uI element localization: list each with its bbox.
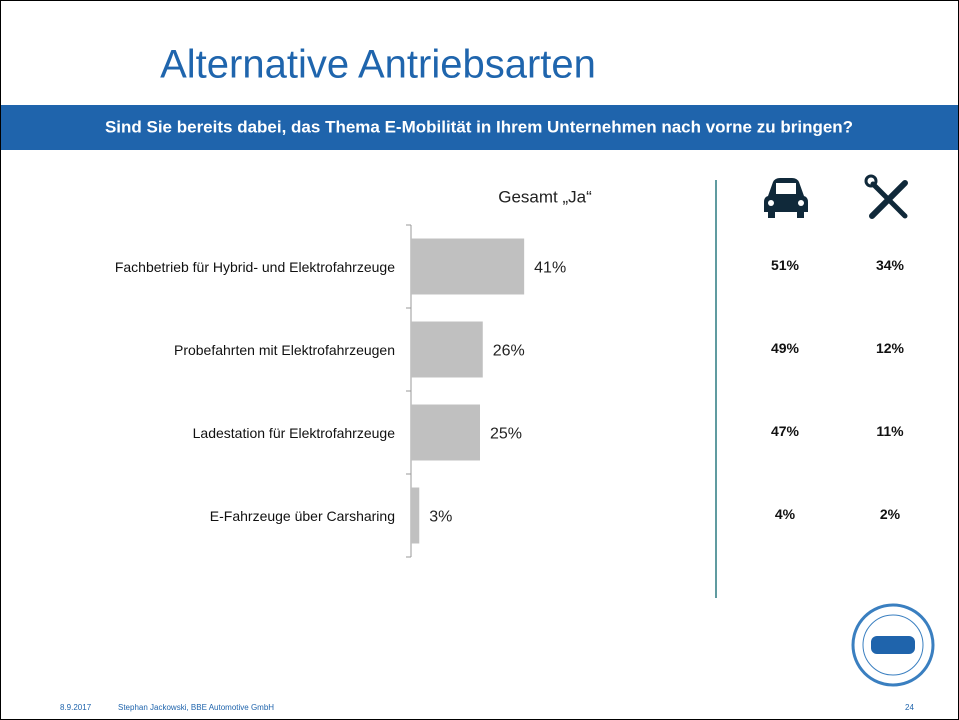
bar [411,487,420,544]
table-cell: 2% [880,506,901,522]
footer-date: 8.9.2017 [60,703,92,712]
table-cell: 47% [771,423,800,439]
chart-subtitle: Gesamt „Ja“ [498,187,592,206]
footer-page: 24 [905,703,914,712]
question: Sind Sie bereits dabei, das Thema E-Mobi… [105,117,853,136]
value-label: 41% [534,260,566,277]
table-cell: 4% [775,506,796,522]
table-cell: 51% [771,257,800,273]
value-label: 3% [429,509,452,526]
table-cell: 12% [876,340,905,356]
category-label: Fachbetrieb für Hybrid- und Elektrofahrz… [115,259,395,275]
tools-icon [864,174,908,219]
category-label: Probefahrten mit Elektrofahrzeugen [174,342,395,358]
table-cell: 11% [876,423,904,439]
slide-title: Alternative Antriebsarten [160,43,596,87]
car-icon [764,178,808,218]
category-label: Ladestation für Elektrofahrzeuge [193,425,396,441]
category-label: E-Fahrzeuge über Carsharing [210,508,395,524]
table-cell: 34% [876,257,905,273]
bar [411,321,483,378]
footer-author: Stephan Jackowski, BBE Automotive GmbH [118,703,274,712]
bar [411,404,480,461]
bar [411,238,525,295]
logo [851,603,935,687]
question-band [1,105,958,150]
value-label: 25% [490,426,522,443]
value-label: 26% [493,343,525,360]
table-cell: 49% [771,340,800,356]
